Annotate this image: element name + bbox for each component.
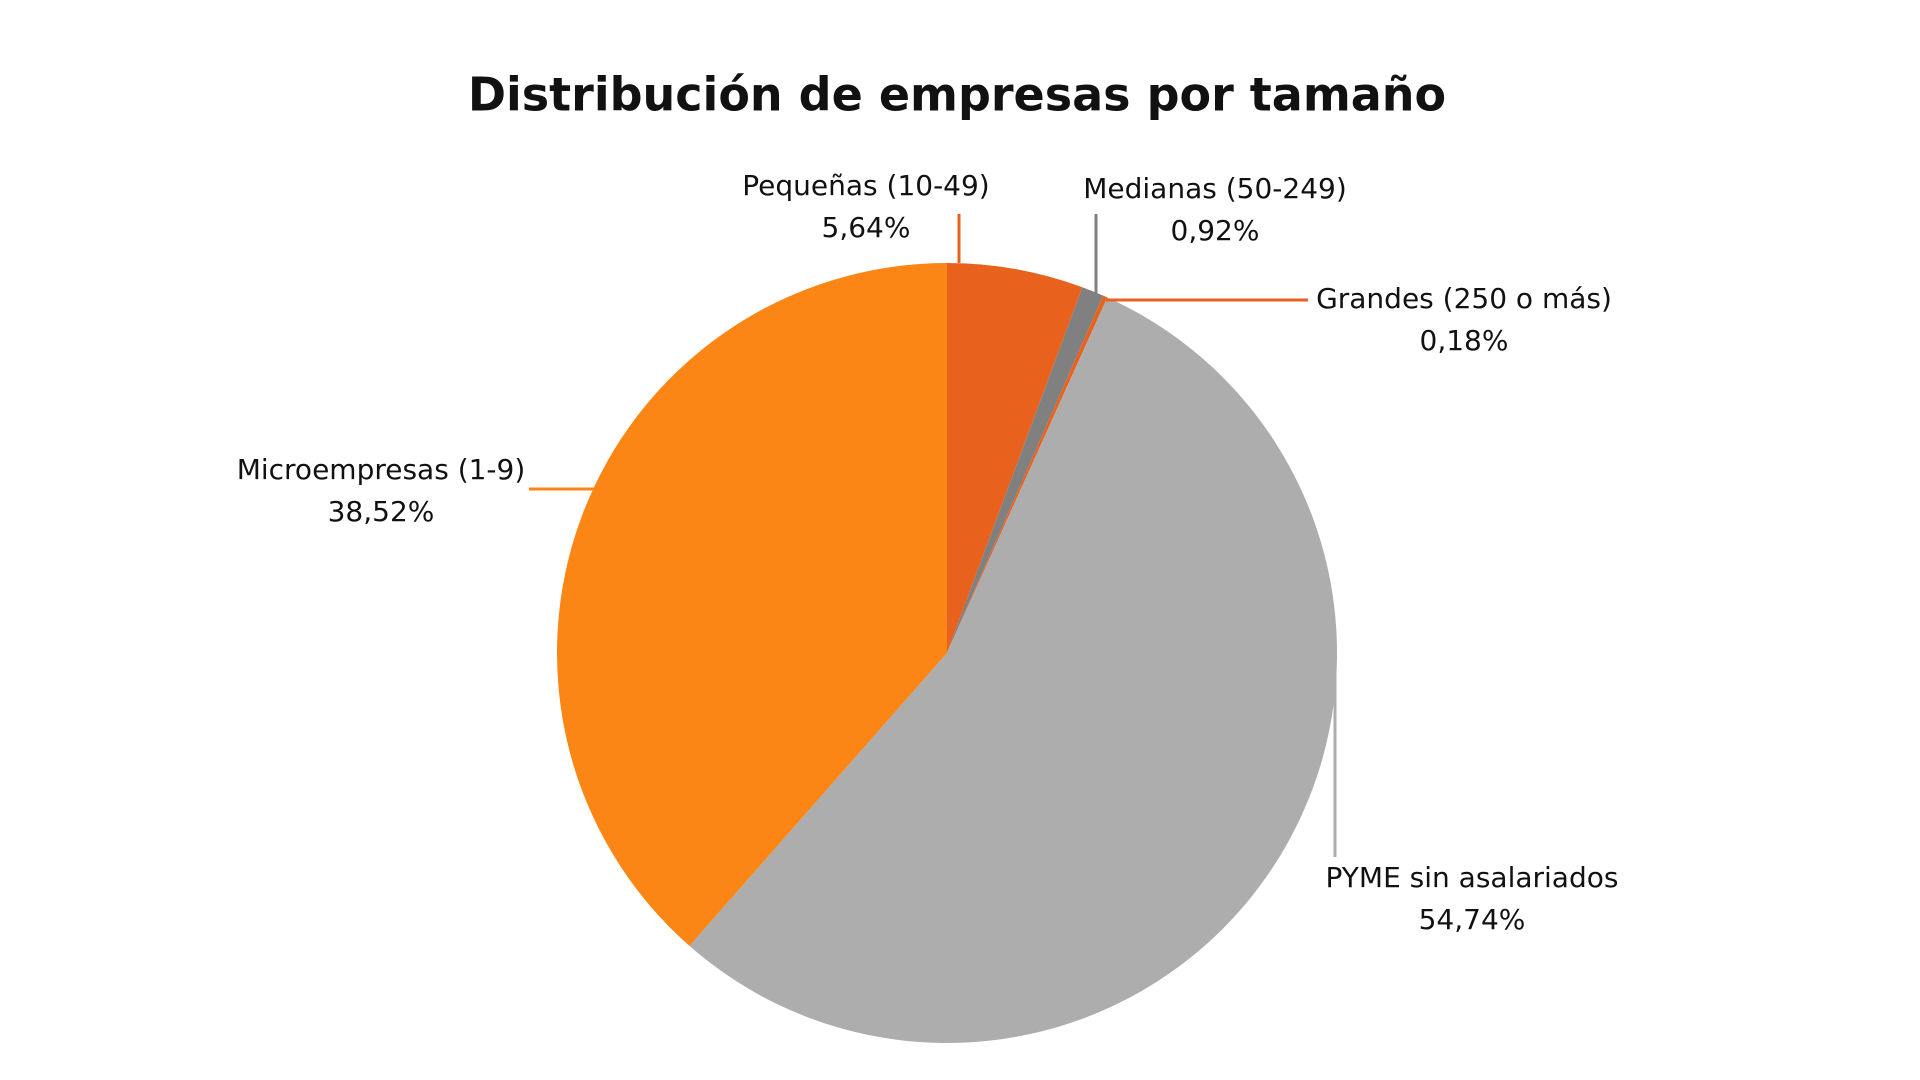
pie-slice: [947, 295, 1108, 653]
value-label: 38,52%: [328, 495, 435, 528]
value-label: 5,64%: [822, 211, 911, 244]
chart-title: Distribución de empresas por tamaño: [468, 68, 1446, 122]
pie-slice: [947, 287, 1104, 653]
pie-slice: [689, 297, 1337, 1043]
slice-label: Grandes (250 o más): [1316, 282, 1612, 315]
slice-label: Microempresas (1-9): [237, 453, 526, 486]
slice-label: PYME sin asalariados: [1326, 861, 1619, 894]
value-label: 54,74%: [1419, 903, 1526, 936]
pie-slice: [556, 263, 947, 946]
slice-label: Medianas (50-249): [1083, 172, 1347, 205]
pie-slice: [947, 263, 1083, 653]
value-label: 0,18%: [1420, 324, 1509, 357]
slice-label: Pequeñas (10-49): [742, 169, 989, 202]
value-label: 0,92%: [1171, 214, 1260, 247]
